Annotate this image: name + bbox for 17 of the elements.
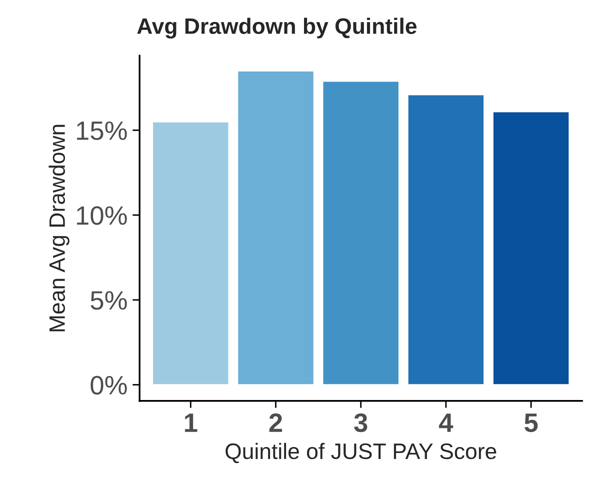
y-tick-label: 5% bbox=[90, 291, 127, 310]
x-tick-label: 4 bbox=[439, 414, 454, 432]
chart-title: Avg Drawdown by Quintile bbox=[137, 18, 417, 39]
y-axis-title: Mean Avg Drawdown bbox=[48, 124, 70, 332]
x-tick-label: 3 bbox=[354, 413, 368, 432]
x-tick-label: 1 bbox=[184, 414, 198, 432]
x-tick-label: 5 bbox=[524, 414, 538, 432]
y-tick-label: 15% bbox=[76, 121, 127, 140]
x-tick-label: 2 bbox=[269, 413, 282, 432]
y-tick-label: 0% bbox=[90, 376, 127, 395]
bar bbox=[236, 70, 315, 386]
bar bbox=[152, 121, 230, 386]
x-axis-title: Quintile of JUST PAY Score bbox=[226, 442, 496, 464]
y-tick-label: 10% bbox=[76, 206, 127, 225]
bar bbox=[492, 110, 570, 386]
bar bbox=[406, 94, 485, 386]
bar bbox=[322, 80, 400, 386]
